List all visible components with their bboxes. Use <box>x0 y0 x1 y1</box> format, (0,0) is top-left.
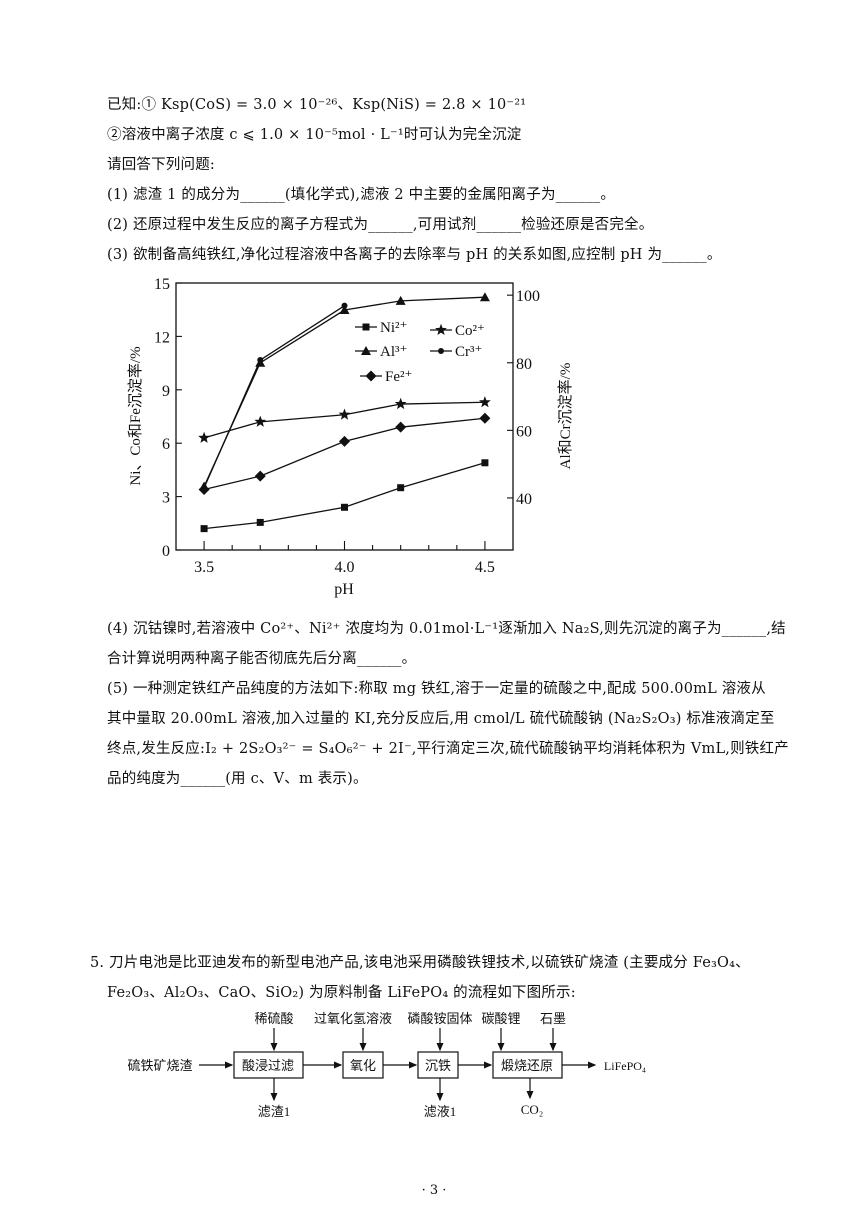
data-point-fe <box>254 470 266 482</box>
legend-label-ni: Ni²⁺ <box>380 320 407 336</box>
data-point-al <box>339 305 350 315</box>
question-2: (2) 还原过程中发生反应的离子方程式为______,可用试剂______检验还… <box>107 217 654 233</box>
y-right-tick-label: 40 <box>516 491 532 508</box>
data-point-ni <box>200 525 208 533</box>
data-point-al <box>479 292 490 302</box>
data-point-co <box>198 431 210 443</box>
data-point-cr <box>257 357 264 364</box>
flow-input: 稀硫酸 <box>254 1011 293 1026</box>
data-point-al <box>395 295 406 305</box>
data-point-co <box>479 396 491 408</box>
legend-marker-co <box>435 323 447 335</box>
y-left-tick-label: 9 <box>162 383 170 400</box>
question-5-cont-2: 终点,发生反应:I₂ + 2S₂O₃²⁻ = S₄O₆²⁻ + 2I⁻,平行滴定… <box>107 741 789 757</box>
flow-step: 酸浸过滤 <box>242 1058 294 1073</box>
problem-5-line-1: 5. 刀片电池是比亚迪发布的新型电池产品,该电池采用磷酸铁锂技术,以硫铁矿烧渣 … <box>90 955 750 971</box>
flow-input: 磷酸铵固体 <box>407 1011 472 1026</box>
flow-step: 煅烧还原 <box>501 1058 553 1073</box>
y-left-tick-label: 12 <box>154 329 170 346</box>
data-point-ni <box>397 484 405 492</box>
flow-output: 滤渣1 <box>258 1104 291 1119</box>
flow-input: 石墨 <box>540 1011 566 1026</box>
question-4: (4) 沉钴镍时,若溶液中 Co²⁺、Ni²⁺ 浓度均为 0.01mol·L⁻¹… <box>107 621 786 637</box>
legend-label-cr: Cr³⁺ <box>455 344 482 360</box>
y-left-tick-label: 15 <box>154 276 170 293</box>
data-point-co <box>394 397 407 410</box>
precipitation-rate-chart: 3.5 4.0 4.5 0 3 6 9 12 15 40 60 80 100 pH Ni、Co和Fe沉淀… <box>127 276 574 598</box>
flow-output: 滤液1 <box>424 1104 457 1119</box>
y-right-tick-label: 100 <box>516 288 540 305</box>
x-axis-label: pH <box>334 581 354 598</box>
y-axis-left-label: Ni、Co和Fe沉淀率/% <box>127 346 144 485</box>
x-tick-label: 3.5 <box>194 559 214 576</box>
legend-label-al: Al³⁺ <box>380 344 407 360</box>
data-point-cr <box>341 302 348 309</box>
data-point-ni <box>256 518 264 526</box>
series-line-ni <box>204 462 486 530</box>
question-3: (3) 欲制备高纯铁红,净化过程溶液中各离子的去除率与 pH 的关系如图,应控制… <box>107 247 722 263</box>
y-axis-right-label: Al和Cr沉淀率/% <box>557 363 574 470</box>
legend-label-co: Co²⁺ <box>455 323 485 339</box>
data-point-fe <box>395 421 407 433</box>
legend-marker-ni <box>362 323 370 331</box>
question-5-cont-3: 品的纯度为______(用 c、V、m 表示)。 <box>107 771 368 787</box>
data-point-ni <box>481 459 489 467</box>
legend-marker-al <box>361 346 371 355</box>
y-left-tick-label: 3 <box>162 490 170 507</box>
x-tick-label: 4.0 <box>335 559 355 576</box>
question-1: (1) 滤渣 1 的成分为______(填化学式),滤液 2 中主要的金属阳离子… <box>107 187 616 203</box>
given-ksp: 已知:① Ksp(CoS) = 3.0 × 10⁻²⁶、Ksp(NiS) = 2… <box>107 97 527 113</box>
data-point-fe <box>198 483 210 495</box>
series-line-cr <box>203 305 345 489</box>
question-4-cont: 合计算说明两种离子能否彻底先后分离______。 <box>107 651 417 667</box>
flow-step: 氧化 <box>350 1058 376 1073</box>
y-left-tick-label: 0 <box>162 543 170 560</box>
question-5: (5) 一种测定铁红产品纯度的方法如下:称取 mg 铁红,溶于一定量的硫酸之中,… <box>107 681 766 697</box>
flow-input: 碳酸锂 <box>481 1011 520 1026</box>
legend-label-fe: Fe²⁺ <box>385 369 412 385</box>
problem-5-line-2: Fe₂O₃、Al₂O₃、CaO、SiO₂) 为原料制备 LiFePO₄ 的流程如… <box>107 985 576 1001</box>
data-point-ni <box>341 503 348 511</box>
series-line-fe <box>203 417 485 491</box>
flow-step: 沉铁 <box>425 1058 451 1073</box>
y-left-tick-label: 6 <box>162 436 170 453</box>
y-right-tick-label: 60 <box>516 423 532 440</box>
page-number: · 3 · <box>421 1183 447 1198</box>
question-5-cont-1: 其中量取 20.00mL 溶液,加入过量的 KI,充分反应后,用 cmol/L … <box>107 711 775 727</box>
flow-output: CO₂ <box>521 1102 544 1117</box>
flow-input: 过氧化氢溶液 <box>314 1011 392 1026</box>
flow-start: 硫铁矿烧渣 <box>127 1058 192 1073</box>
data-point-co <box>338 408 351 420</box>
x-tick-label: 4.5 <box>475 559 495 576</box>
given-complete-precipitation: ②溶液中离子浓度 c ⩽ 1.0 × 10⁻⁵mol · L⁻¹时可认为完全沉淀 <box>107 127 522 143</box>
data-point-co <box>254 415 267 427</box>
legend-marker-fe <box>365 370 377 382</box>
legend-marker-cr <box>438 348 444 354</box>
data-point-fe <box>479 412 491 424</box>
process-flowchart: 硫铁矿烧渣 酸浸过滤 氧化 沉铁 煅烧还原 稀硫酸 过氧化氢溶液 磷酸铵固体 碳… <box>127 1011 646 1119</box>
flow-product: LiFePO₄ <box>604 1059 646 1073</box>
data-point-fe <box>339 435 350 447</box>
series-line-co <box>203 401 485 439</box>
y-right-tick-label: 80 <box>516 356 532 373</box>
prompt-text: 请回答下列问题: <box>107 157 215 173</box>
